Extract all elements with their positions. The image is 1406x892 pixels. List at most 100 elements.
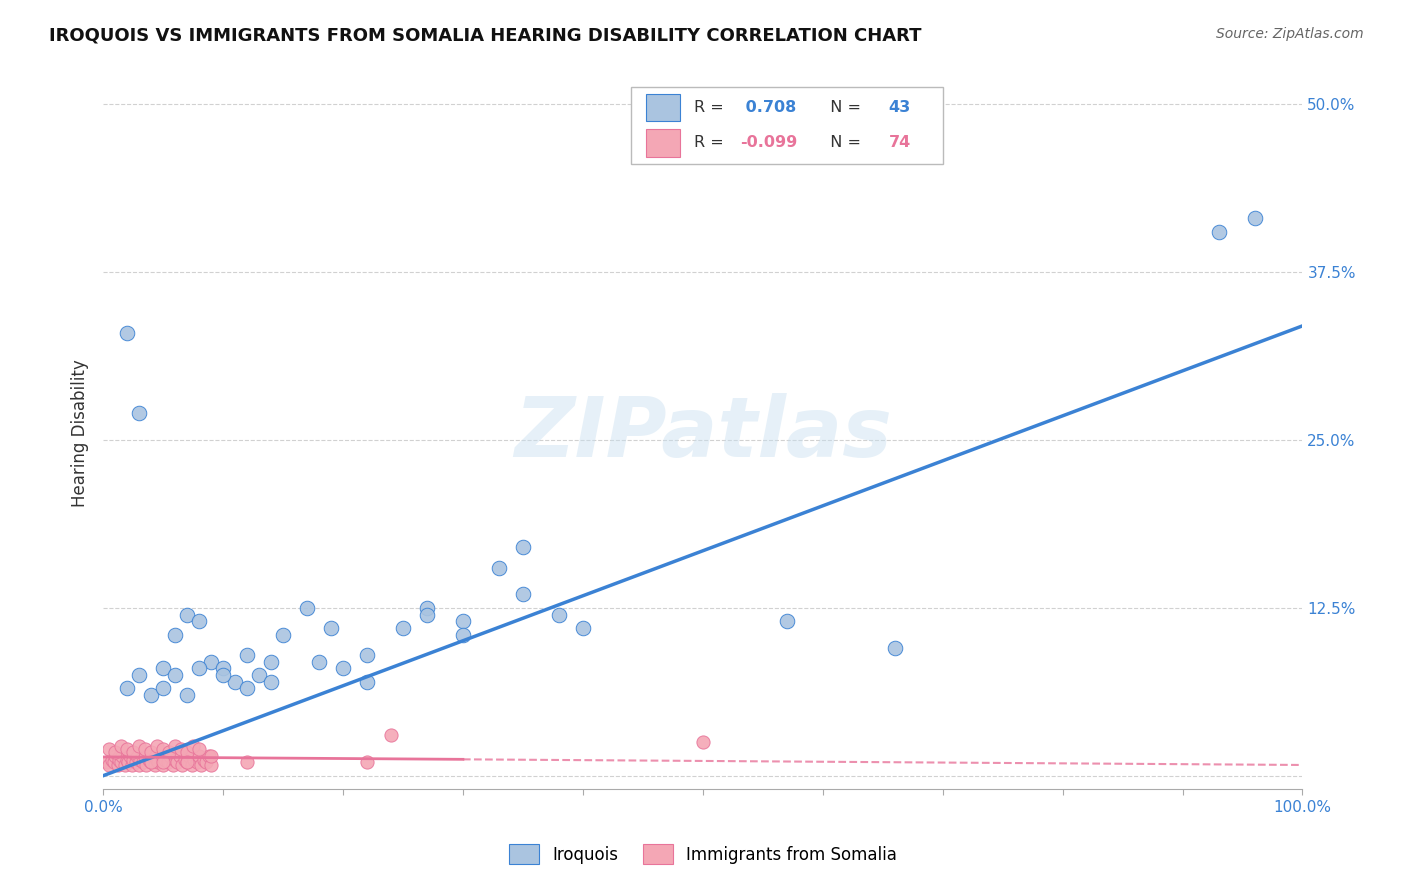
Point bbox=[135, 758, 157, 772]
Point bbox=[181, 739, 204, 754]
Point bbox=[1208, 225, 1230, 239]
Point bbox=[131, 756, 153, 770]
Point bbox=[98, 742, 121, 756]
Text: R =: R = bbox=[695, 136, 730, 150]
Point bbox=[176, 607, 198, 622]
Point bbox=[451, 615, 474, 629]
Point bbox=[98, 758, 121, 772]
Point bbox=[143, 758, 166, 772]
Point bbox=[165, 753, 187, 767]
Point bbox=[176, 756, 198, 770]
Point bbox=[165, 668, 187, 682]
Point bbox=[188, 661, 211, 675]
Point bbox=[200, 758, 222, 772]
Point bbox=[114, 758, 136, 772]
Point bbox=[128, 739, 150, 754]
Point bbox=[548, 607, 571, 622]
Point bbox=[149, 748, 172, 763]
Point bbox=[416, 607, 439, 622]
Point bbox=[179, 748, 201, 763]
Text: ZIPatlas: ZIPatlas bbox=[513, 392, 891, 474]
Point bbox=[356, 674, 378, 689]
Point bbox=[247, 668, 270, 682]
Point bbox=[134, 742, 156, 756]
Point bbox=[356, 756, 378, 770]
Point bbox=[159, 748, 181, 763]
Point bbox=[260, 655, 283, 669]
Text: 74: 74 bbox=[889, 136, 911, 150]
Point bbox=[115, 753, 138, 767]
Point bbox=[308, 655, 330, 669]
Point bbox=[152, 756, 174, 770]
Point bbox=[162, 758, 184, 772]
Point bbox=[188, 615, 211, 629]
Point bbox=[152, 681, 174, 696]
FancyBboxPatch shape bbox=[647, 94, 681, 121]
Point bbox=[166, 756, 188, 770]
Point bbox=[110, 739, 132, 754]
Point bbox=[224, 674, 246, 689]
Point bbox=[156, 756, 179, 770]
Point bbox=[139, 756, 162, 770]
Text: R =: R = bbox=[695, 100, 730, 115]
Y-axis label: Hearing Disability: Hearing Disability bbox=[72, 359, 89, 508]
Point bbox=[141, 748, 163, 763]
Point bbox=[152, 758, 174, 772]
Point bbox=[103, 756, 125, 770]
Point bbox=[169, 748, 191, 763]
Point bbox=[122, 753, 145, 767]
Point bbox=[128, 668, 150, 682]
Text: N =: N = bbox=[820, 100, 866, 115]
Point bbox=[104, 748, 127, 763]
Point bbox=[124, 756, 146, 770]
Point bbox=[176, 756, 198, 770]
Point bbox=[111, 748, 134, 763]
Point bbox=[165, 628, 187, 642]
Point bbox=[96, 756, 118, 770]
Point bbox=[692, 735, 714, 749]
Point bbox=[176, 688, 198, 702]
Point bbox=[170, 742, 193, 756]
Point bbox=[380, 728, 402, 742]
Point bbox=[139, 756, 162, 770]
Point bbox=[883, 641, 905, 656]
Text: IROQUOIS VS IMMIGRANTS FROM SOMALIA HEARING DISABILITY CORRELATION CHART: IROQUOIS VS IMMIGRANTS FROM SOMALIA HEAR… bbox=[49, 27, 922, 45]
Text: 43: 43 bbox=[889, 100, 911, 115]
Text: Source: ZipAtlas.com: Source: ZipAtlas.com bbox=[1216, 27, 1364, 41]
Text: 0.708: 0.708 bbox=[740, 100, 796, 115]
Point bbox=[356, 648, 378, 662]
Point bbox=[193, 753, 215, 767]
Text: -0.099: -0.099 bbox=[740, 136, 797, 150]
Point bbox=[190, 758, 212, 772]
Point bbox=[138, 753, 160, 767]
Point bbox=[319, 621, 342, 635]
Point bbox=[488, 560, 510, 574]
Point bbox=[188, 742, 211, 756]
Point bbox=[117, 756, 139, 770]
FancyBboxPatch shape bbox=[631, 87, 942, 164]
Point bbox=[200, 655, 222, 669]
Point bbox=[152, 661, 174, 675]
Point bbox=[104, 745, 127, 759]
Point bbox=[173, 753, 195, 767]
Point bbox=[180, 758, 202, 772]
Point bbox=[212, 661, 235, 675]
Point bbox=[295, 600, 318, 615]
Text: N =: N = bbox=[820, 136, 866, 150]
Point bbox=[155, 753, 177, 767]
Point bbox=[121, 758, 143, 772]
Point bbox=[212, 668, 235, 682]
Point bbox=[115, 681, 138, 696]
Point bbox=[128, 758, 150, 772]
Point bbox=[139, 745, 162, 759]
Point bbox=[146, 739, 169, 754]
Point bbox=[416, 600, 439, 615]
Point bbox=[146, 753, 169, 767]
Point bbox=[129, 753, 152, 767]
Point bbox=[176, 745, 198, 759]
Point bbox=[134, 748, 156, 763]
Point bbox=[236, 648, 259, 662]
Point bbox=[572, 621, 595, 635]
Legend: Iroquois, Immigrants from Somalia: Iroquois, Immigrants from Somalia bbox=[502, 838, 904, 871]
Point bbox=[152, 742, 174, 756]
